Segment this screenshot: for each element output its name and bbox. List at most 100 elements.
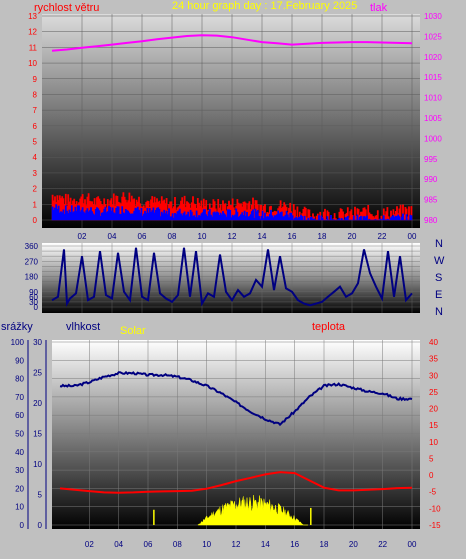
- bottom-x-tick-label: 02: [85, 540, 94, 549]
- rain-tick-label: 60: [15, 411, 24, 420]
- middle-tick-label: 0: [34, 303, 39, 312]
- compass-w: W: [434, 255, 445, 267]
- solar-tick-label: 0: [38, 521, 43, 530]
- solar-tick-label: 5: [38, 491, 43, 500]
- humidity-line: [59, 370, 413, 427]
- top-left-tick-label: 12: [28, 28, 37, 37]
- top-right-tick-label: 1015: [424, 73, 442, 82]
- rain-tick-label: 80: [15, 375, 24, 384]
- rain-tick-label: 40: [15, 448, 24, 457]
- rain-tick-label: 90: [15, 356, 24, 365]
- top-left-tick-label: 0: [33, 216, 38, 225]
- bottom-x-tick-label: 06: [144, 540, 153, 549]
- compass-n-bottom: N: [435, 306, 443, 318]
- temp-tick-label: -15: [429, 521, 441, 530]
- rain-tick-label: 0: [20, 521, 25, 530]
- temperature-line: [59, 471, 413, 494]
- top-right-tick-label: 990: [424, 175, 438, 184]
- top-left-tick-label: 3: [33, 169, 38, 178]
- bottom-x-tick-label: 00: [408, 540, 417, 549]
- chart-title: 24 hour graph day : 17.February 2025: [172, 0, 357, 12]
- top-left-tick-label: 7: [33, 106, 38, 115]
- bottom-x-tick-label: 08: [173, 540, 182, 549]
- temp-tick-label: -5: [429, 488, 437, 497]
- temp-tick-label: 0: [429, 471, 434, 480]
- compass-n-top: N: [435, 238, 443, 250]
- bottom-x-tick-label: 10: [202, 540, 211, 549]
- top-right-tick-label: 1010: [424, 94, 442, 103]
- bottom-x-tick-label: 20: [349, 540, 358, 549]
- solar-tick-label: 10: [33, 460, 42, 469]
- top-right-tick-label: 1020: [424, 53, 442, 62]
- top-right-tick-label: 1025: [424, 32, 442, 41]
- top-x-tick-label: 00: [408, 232, 417, 241]
- temp-tick-label: 10: [429, 438, 438, 447]
- temperature-axis-title: teplota: [312, 321, 346, 333]
- top-x-tick-label: 22: [378, 232, 387, 241]
- top-right-axis-title: tlak: [370, 2, 388, 14]
- top-left-tick-label: 11: [29, 43, 38, 52]
- rain-tick-label: 70: [15, 393, 24, 402]
- rain-axis-title: srážky: [1, 321, 33, 333]
- temp-tick-label: 20: [429, 405, 438, 414]
- top-right-tick-label: 985: [424, 196, 438, 205]
- middle-tick-label: 30: [29, 298, 38, 307]
- top-right-tick-label: 980: [424, 216, 438, 225]
- wind-direction-line: [51, 247, 413, 307]
- rain-tick-label: 100: [11, 338, 25, 347]
- top-left-tick-label: 1: [33, 200, 38, 209]
- bottom-x-tick-label: 16: [290, 540, 299, 549]
- top-left-tick-label: 6: [33, 122, 38, 131]
- axis-tick-labels: 02 04 06 08 10 12 14 16 18 20 22 000123456789101112…: [11, 12, 443, 549]
- temp-tick-label: 40: [429, 338, 438, 347]
- top-x-tick-label: 12: [228, 232, 237, 241]
- rain-tick-label: 30: [15, 466, 24, 475]
- solar-tick-label: 25: [33, 369, 42, 378]
- pressure-line: [51, 34, 413, 52]
- temp-tick-label: -10: [429, 504, 441, 513]
- temp-tick-label: 15: [429, 421, 438, 430]
- solar-tick-label: 15: [33, 430, 42, 439]
- top-plot-area: [42, 14, 420, 228]
- middle-tick-label: 90: [29, 288, 38, 297]
- solar-axis-title: Solar: [120, 325, 146, 337]
- bottom-x-tick-label: 22: [378, 540, 387, 549]
- bottom-x-tick-label: 12: [232, 540, 241, 549]
- temp-tick-label: 25: [429, 388, 438, 397]
- compass-e: E: [435, 289, 442, 301]
- top-left-tick-label: 2: [33, 185, 38, 194]
- top-left-tick-label: 8: [33, 90, 38, 99]
- top-left-tick-label: 13: [28, 12, 37, 21]
- bottom-x-tick-label: 04: [114, 540, 123, 549]
- top-x-tick-label: 10: [198, 232, 207, 241]
- solar-tick-label: 30: [33, 338, 42, 347]
- compass-s: S: [435, 272, 442, 284]
- top-x-tick-label: 04: [108, 232, 117, 241]
- top-right-tick-label: 995: [424, 155, 438, 164]
- rain-tick-label: 10: [15, 503, 24, 512]
- top-left-tick-label: 4: [33, 153, 38, 162]
- middle-tick-label: 180: [25, 273, 39, 282]
- top-left-tick-label: 5: [33, 138, 38, 147]
- middle-tick-label: 60: [29, 293, 38, 302]
- top-x-tick-label: 16: [288, 232, 297, 241]
- temp-tick-label: 35: [429, 355, 438, 364]
- middle-tick-label: 360: [25, 242, 39, 251]
- temp-tick-label: 5: [429, 454, 434, 463]
- top-right-tick-label: 1000: [424, 134, 442, 143]
- top-right-tick-label: 1030: [424, 12, 442, 21]
- grid-lines: [27, 14, 420, 529]
- top-left-tick-label: 10: [28, 59, 37, 68]
- middle-tick-label: 270: [25, 257, 39, 266]
- rain-tick-label: 20: [15, 484, 24, 493]
- solar-area: [197, 495, 308, 526]
- wind-gust-area: [51, 204, 413, 221]
- top-x-tick-label: 14: [258, 232, 267, 241]
- middle-plot-area: [42, 243, 420, 313]
- bottom-x-tick-label: 14: [261, 540, 270, 549]
- top-x-tick-label: 18: [318, 232, 327, 241]
- bottom-x-tick-label: 18: [320, 540, 329, 549]
- humidity-axis-title: vlhkost: [66, 321, 100, 333]
